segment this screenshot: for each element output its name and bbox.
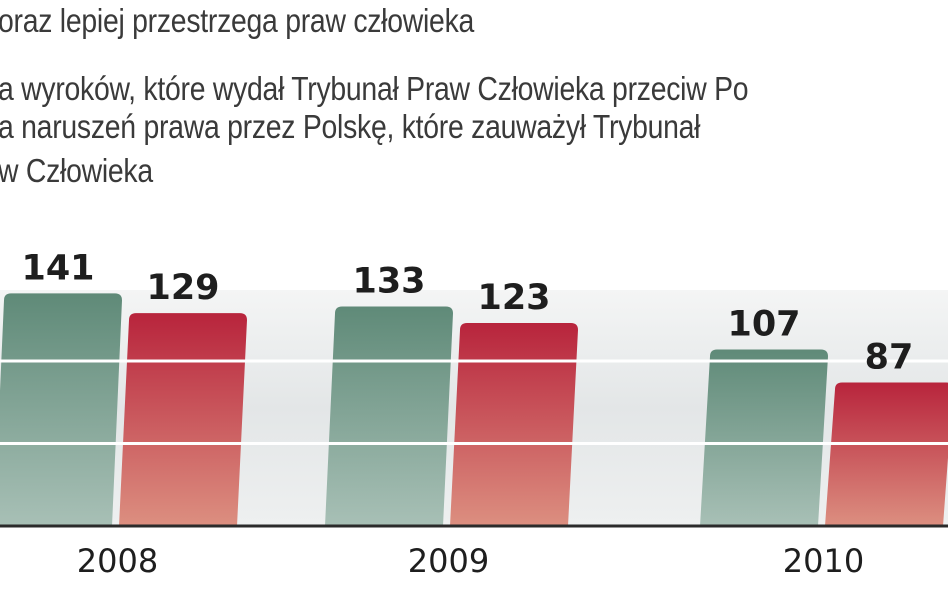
chart-title: oraz lepiej przestrzega praw człowieka [0, 2, 475, 39]
legend-line-2: a naruszeń prawa przez Polskę, które zau… [0, 108, 701, 145]
data-label-2009-series-1: 133 [352, 262, 425, 302]
legend-line-1: a wyroków, które wydał Trybunał Praw Czł… [0, 70, 749, 107]
bar-2008-series-2 [119, 313, 247, 526]
data-label-2008-series-2: 129 [146, 268, 219, 308]
x-tick-label-2008: 2008 [77, 542, 158, 580]
x-tick-label-2009: 2009 [408, 542, 489, 580]
x-tick-label-2010: 2010 [783, 542, 864, 580]
data-label-2008-series-1: 141 [21, 248, 94, 288]
bar-2010-series-2 [825, 382, 948, 526]
bar-2010-series-1 [700, 349, 828, 526]
data-label-2010-series-1: 107 [727, 304, 800, 344]
data-label-2009-series-2: 123 [477, 278, 550, 318]
bar-2009-series-1 [325, 306, 453, 526]
bar-2009-series-2 [450, 323, 578, 526]
data-label-2010-series-2: 87 [865, 337, 914, 377]
bar-2008-series-1 [0, 293, 122, 526]
legend-line-3: w Człowieka [0, 152, 153, 189]
